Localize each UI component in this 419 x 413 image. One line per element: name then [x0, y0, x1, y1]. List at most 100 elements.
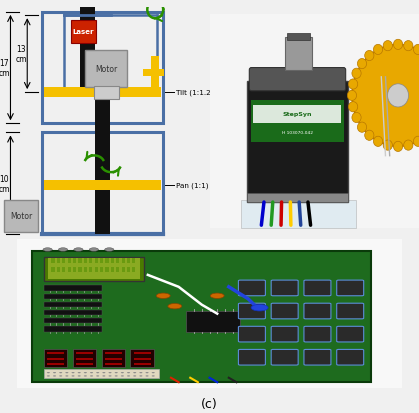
Circle shape [115, 372, 118, 373]
Circle shape [393, 40, 403, 50]
Bar [72, 349, 96, 368]
Circle shape [109, 372, 111, 373]
Circle shape [383, 41, 393, 52]
Bar [111, 267, 114, 272]
Circle shape [96, 372, 99, 373]
FancyBboxPatch shape [238, 304, 265, 319]
Bar [42, 133, 163, 235]
Bar [106, 267, 109, 272]
Bar [127, 258, 130, 263]
Bar [186, 311, 241, 332]
Circle shape [403, 41, 413, 52]
Bar [89, 258, 92, 263]
Bar [80, 7, 95, 93]
Bar [241, 200, 356, 228]
Text: 10
cm: 10 cm [0, 174, 10, 194]
Circle shape [140, 372, 142, 373]
Circle shape [90, 375, 93, 377]
Circle shape [53, 375, 56, 377]
Circle shape [145, 372, 149, 373]
Bar [247, 193, 348, 202]
Bar [95, 258, 98, 263]
Circle shape [43, 248, 52, 252]
Bar [78, 258, 82, 263]
FancyBboxPatch shape [337, 304, 364, 319]
Bar [47, 363, 64, 365]
Text: Motor: Motor [95, 65, 117, 74]
FancyBboxPatch shape [238, 327, 265, 342]
Bar [130, 349, 154, 368]
Bar [32, 252, 371, 382]
Bar [4, 200, 38, 233]
Text: 17
cm: 17 cm [0, 59, 10, 78]
Circle shape [78, 372, 81, 373]
Circle shape [109, 375, 111, 377]
Circle shape [53, 372, 56, 373]
Circle shape [373, 137, 383, 147]
Bar [47, 352, 64, 354]
Text: (b): (b) [305, 249, 323, 262]
FancyBboxPatch shape [238, 280, 265, 296]
Circle shape [349, 80, 358, 90]
Bar [151, 57, 159, 98]
Bar [76, 358, 93, 360]
Circle shape [96, 375, 99, 377]
Bar [100, 267, 103, 272]
Circle shape [152, 372, 155, 373]
Bar [89, 267, 92, 272]
Circle shape [383, 141, 393, 151]
Bar [44, 327, 101, 332]
Circle shape [403, 141, 413, 151]
Circle shape [121, 372, 124, 373]
Bar [253, 105, 341, 124]
FancyBboxPatch shape [337, 280, 364, 296]
FancyBboxPatch shape [337, 349, 364, 365]
Text: (a): (a) [96, 247, 114, 259]
Circle shape [388, 85, 409, 108]
Circle shape [115, 375, 118, 377]
Bar [67, 258, 71, 263]
Circle shape [127, 372, 130, 373]
Circle shape [102, 375, 106, 377]
Circle shape [72, 372, 75, 373]
Bar [85, 51, 127, 88]
Circle shape [156, 293, 170, 299]
Circle shape [74, 248, 83, 252]
Bar [251, 101, 344, 142]
Circle shape [65, 375, 68, 377]
Circle shape [365, 131, 374, 141]
Circle shape [140, 375, 142, 377]
Bar [44, 180, 161, 191]
Circle shape [59, 372, 62, 373]
Circle shape [133, 372, 136, 373]
Bar [84, 258, 87, 263]
Bar [116, 267, 119, 272]
Circle shape [65, 372, 68, 373]
Bar [116, 258, 119, 263]
Circle shape [357, 123, 367, 133]
Bar [44, 349, 67, 368]
Circle shape [84, 375, 87, 377]
Bar [52, 267, 54, 272]
Circle shape [145, 375, 149, 377]
FancyBboxPatch shape [304, 304, 331, 319]
FancyBboxPatch shape [271, 349, 298, 365]
Bar [73, 258, 76, 263]
Bar [44, 286, 101, 291]
Bar [111, 258, 114, 263]
Bar [44, 294, 101, 299]
Circle shape [58, 248, 67, 252]
Circle shape [133, 375, 136, 377]
Circle shape [84, 372, 87, 373]
Bar [101, 349, 125, 368]
FancyBboxPatch shape [337, 327, 364, 342]
Circle shape [89, 248, 98, 252]
FancyBboxPatch shape [271, 304, 298, 319]
Bar [44, 369, 159, 378]
Bar [132, 267, 135, 272]
Text: H 103070-042: H 103070-042 [282, 131, 313, 135]
Bar [95, 66, 110, 133]
Bar [76, 363, 93, 365]
Circle shape [352, 113, 361, 123]
Circle shape [365, 51, 374, 62]
